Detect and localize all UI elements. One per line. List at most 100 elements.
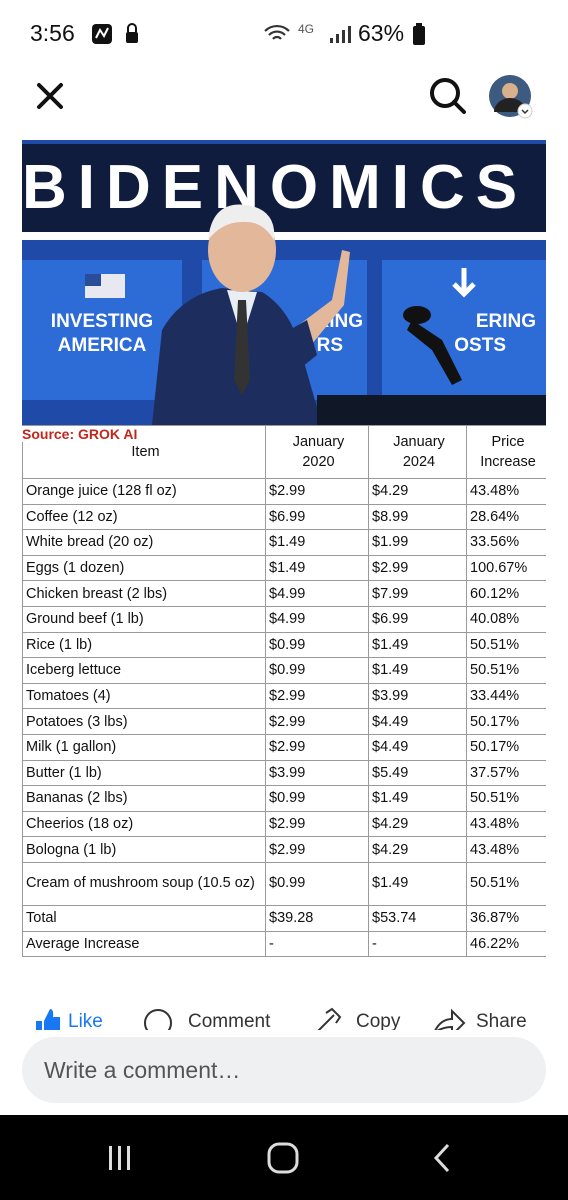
comment-placeholder: Write a comment… xyxy=(44,1057,241,1083)
share-icon[interactable] xyxy=(430,1007,466,1030)
status-icons xyxy=(92,23,138,44)
table-cell: $1.49 xyxy=(368,785,467,812)
panel-line: RS xyxy=(316,335,343,356)
table-row: Cream of mushroom soup (10.5 oz) $0.99 $1.… xyxy=(22,861,546,906)
action-button[interactable]: Share xyxy=(476,1011,527,1030)
like-icon[interactable] xyxy=(32,1007,62,1030)
table-cell: $1.49 xyxy=(265,554,369,582)
table-cell: Cream of mushroom soup (10.5 oz) xyxy=(22,861,266,906)
table-cell: 43.48% xyxy=(466,836,546,863)
table-cell: Ground beef (1 lb) xyxy=(22,605,266,633)
table-cell: $6.99 xyxy=(368,605,467,633)
table-cell: 28.64% xyxy=(466,503,546,531)
table-cell: $1.49 xyxy=(265,529,369,556)
table-cell: - xyxy=(368,930,467,958)
navigation-bar xyxy=(0,1115,568,1200)
table-cell: 40.08% xyxy=(466,605,546,633)
table-cell: Orange juice (128 fl oz) xyxy=(22,478,266,505)
close-button[interactable] xyxy=(34,80,66,112)
panel-line: ERING xyxy=(475,311,536,332)
table-cell: Butter (1 lb) xyxy=(22,759,266,787)
table-cell: $1.99 xyxy=(368,529,467,556)
table-cell: 46.22% xyxy=(466,930,546,958)
table-row: Coffee (12 oz) $6.99 $8.99 28.64% xyxy=(22,503,546,531)
table-row: Eggs (1 dozen) $1.49 $2.99 100.67% xyxy=(22,554,546,582)
network-type: 4G xyxy=(298,22,315,36)
header-cell: January 2024 xyxy=(368,425,467,479)
copy-icon[interactable] xyxy=(312,1007,344,1030)
action-button[interactable]: Like xyxy=(68,1011,103,1030)
search-button[interactable] xyxy=(428,76,468,116)
table-cell: $53.74 xyxy=(368,904,467,932)
table-cell: Bologna (1 lb) xyxy=(22,836,266,863)
flag-icon xyxy=(85,274,125,298)
signal-icon xyxy=(330,26,351,43)
table-cell: 43.48% xyxy=(466,810,546,838)
table-cell: 36.87% xyxy=(466,904,546,932)
post-actions: Like Comment Copy Share xyxy=(22,1005,546,1030)
table-row: Cheerios (18 oz) $2.99 $4.29 43.48% xyxy=(22,810,546,838)
comment-input[interactable]: Write a comment… xyxy=(22,1037,546,1103)
header-line: January xyxy=(292,434,345,450)
table-row: Potatoes (3 lbs) $2.99 $4.49 50.17% xyxy=(22,708,546,735)
table-cell: $4.99 xyxy=(265,580,369,607)
table-cell: 37.57% xyxy=(466,759,546,787)
post-image[interactable]: BIDENOMICS INVESTING AMERICA RING RS ERI… xyxy=(22,140,546,970)
table-row: Average Increase - -46.22% xyxy=(22,930,546,958)
table-cell: 50.51% xyxy=(466,785,546,812)
panel-line: INVESTING xyxy=(50,311,154,332)
table-cell: 50.51% xyxy=(466,631,546,659)
table-cell: - xyxy=(265,930,369,958)
table-cell: 100.67% xyxy=(466,554,546,582)
table-cell: Coffee (12 oz) xyxy=(22,503,266,531)
home-button[interactable] xyxy=(264,1141,304,1175)
table-cell: $4.29 xyxy=(368,810,467,838)
table-cell: Total xyxy=(22,904,266,932)
comment-icon[interactable] xyxy=(142,1007,174,1030)
table-cell: Iceberg lettuce xyxy=(22,657,266,684)
table-cell: $0.99 xyxy=(265,631,369,659)
table-cell: $0.99 xyxy=(265,785,369,812)
table-cell: Average Increase xyxy=(22,930,266,958)
action-button[interactable]: Copy xyxy=(356,1011,401,1030)
back-button[interactable] xyxy=(424,1141,464,1175)
table-cell: $2.99 xyxy=(265,733,369,761)
table-cell: $2.99 xyxy=(265,836,369,863)
banner-title: BIDENOMICS xyxy=(22,144,546,232)
header-line: 2020 xyxy=(302,454,335,470)
battery-icon xyxy=(413,23,425,45)
price-table: Item January 2020 January 2024 Price Increase … xyxy=(22,425,546,958)
table-cell: $4.99 xyxy=(265,605,369,633)
status-bar: 3:56 4G 63% xyxy=(0,0,568,62)
header-line: 2024 xyxy=(402,454,436,470)
table-cell: Potatoes (3 lbs) xyxy=(22,708,266,735)
speaker-photo xyxy=(152,204,546,425)
table-row: White bread (20 oz) $1.49 $1.99 33.56% xyxy=(22,529,546,556)
header-line: Item xyxy=(131,444,160,460)
arrow-icon xyxy=(452,268,476,298)
table-header: Item January 2020 January 2024 Price Increase xyxy=(22,425,546,479)
table-row: Milk (1 gallon) $2.99 $4.49 50.17% xyxy=(22,733,546,761)
table-cell: $4.29 xyxy=(368,836,467,863)
table-cell: Rice (1 lb) xyxy=(22,631,266,659)
table-row: Total $39.28 $53.74 36.87% xyxy=(22,904,546,932)
profile-avatar[interactable] xyxy=(488,74,534,120)
table-cell: $8.99 xyxy=(368,503,467,531)
table-cell: 50.51% xyxy=(466,861,546,906)
action-button[interactable]: Comment xyxy=(188,1011,271,1030)
table-cell: $6.99 xyxy=(265,503,369,531)
table-cell: 50.17% xyxy=(466,733,546,761)
table-row: Orange juice (128 fl oz) $2.99 $4.29 43.48% xyxy=(22,478,546,505)
table-cell: 33.44% xyxy=(466,682,546,710)
table-cell: 50.17% xyxy=(466,708,546,735)
table-row: Bologna (1 lb) $2.99 $4.29 43.48% xyxy=(22,836,546,863)
table-cell: $3.99 xyxy=(265,759,369,787)
header-line: Increase xyxy=(480,454,536,470)
table-row: Chicken breast (2 lbs) $4.99 $7.99 60.12% xyxy=(22,580,546,607)
recents-button[interactable] xyxy=(100,1143,140,1173)
table-cell: $2.99 xyxy=(368,554,467,582)
table-cell: $3.99 xyxy=(368,682,467,710)
banner-panel: INVESTING AMERICA xyxy=(22,260,182,400)
table-cell: $2.99 xyxy=(265,478,369,505)
viewer-toolbar xyxy=(0,62,568,132)
